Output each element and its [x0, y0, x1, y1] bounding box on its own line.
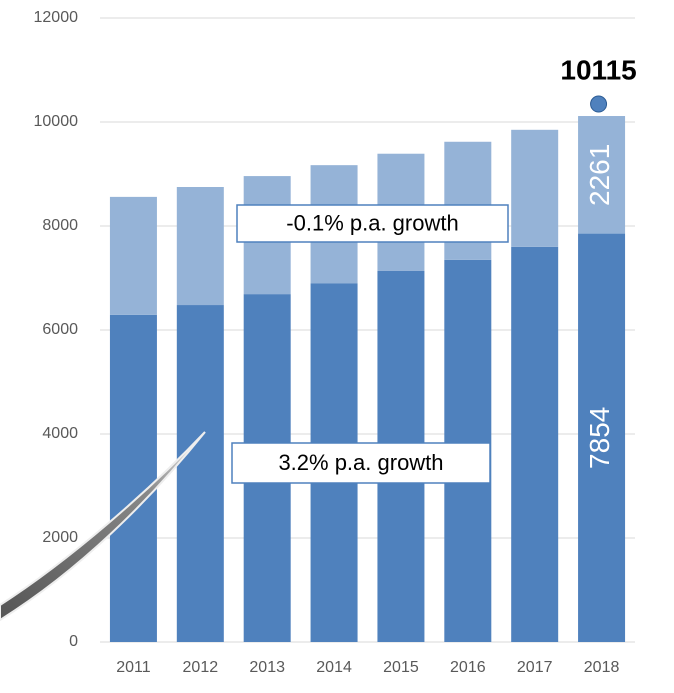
bar-segment — [578, 233, 626, 643]
arrow — [0, 431, 206, 622]
annotation-box — [231, 442, 491, 484]
y-tick-label: 6000 — [42, 321, 78, 338]
y-tick-label: 0 — [69, 633, 78, 650]
y-tick-label: 8000 — [42, 217, 78, 234]
x-tick-label: 2013 — [249, 659, 285, 676]
x-tick-label: 2015 — [383, 659, 419, 676]
total-marker — [590, 95, 608, 113]
annotation: 3.2% p.a. growth — [278, 450, 443, 475]
bar-segment — [511, 246, 559, 643]
y-tick-label: 12000 — [34, 9, 79, 26]
bar-segment — [176, 305, 224, 642]
y-tick-label: 2000 — [42, 529, 78, 546]
x-tick-label: 2018 — [584, 659, 620, 676]
annotation: -0.1% p.a. growth — [286, 210, 458, 235]
y-tick-label: 4000 — [42, 425, 78, 442]
bar-segment — [578, 116, 626, 234]
x-tick-label: 2017 — [517, 659, 553, 676]
x-tick-label: 2016 — [450, 659, 486, 676]
bar-segment — [176, 187, 224, 306]
x-tick-label: 2011 — [116, 659, 151, 676]
y-tick-label: 10000 — [34, 113, 79, 130]
x-tick-label: 2014 — [316, 659, 352, 676]
value-label: 2261 — [584, 144, 615, 206]
bar-segment — [511, 129, 559, 247]
annotation-box — [236, 204, 509, 243]
bar-segment — [109, 196, 157, 315]
bar-segment — [109, 314, 157, 642]
x-tick-label: 2012 — [183, 659, 219, 676]
total-label: 10115 — [560, 54, 636, 85]
value-label: 7854 — [584, 407, 615, 469]
